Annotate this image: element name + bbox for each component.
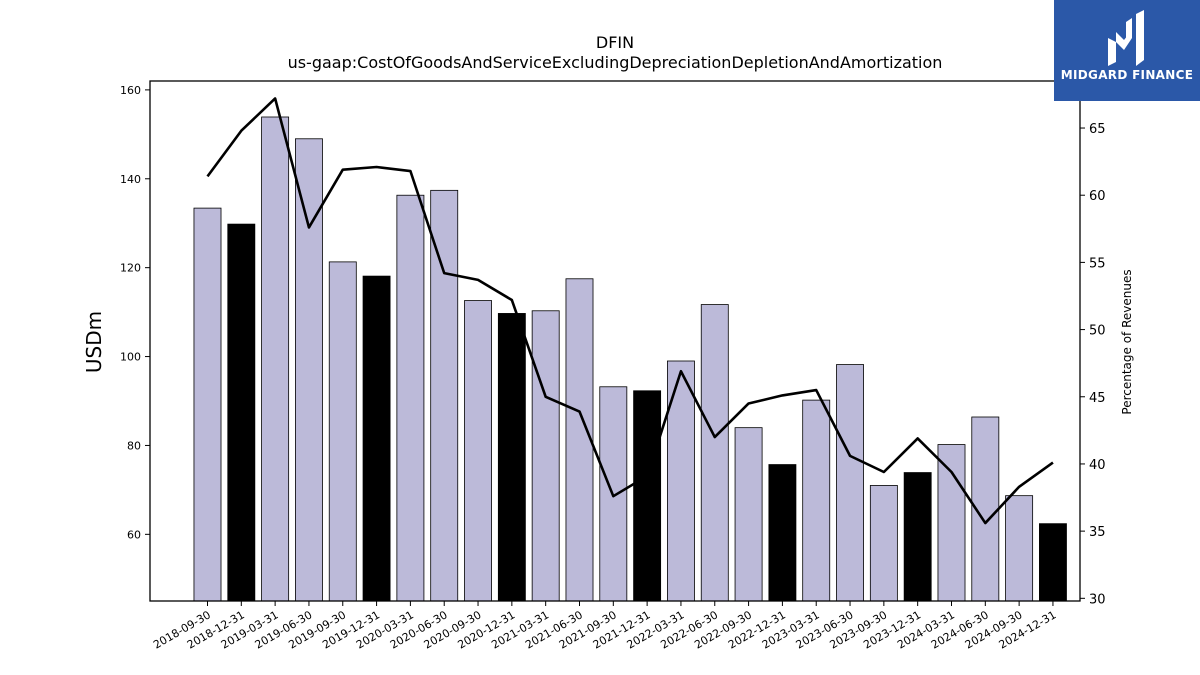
bar-2023-12-31 bbox=[903, 472, 932, 602]
y-tick-label-right: 45 bbox=[1089, 391, 1106, 406]
bar-2024-09-30 bbox=[1005, 495, 1034, 602]
y-tick-label-left: 120 bbox=[120, 262, 141, 275]
chart-subtitle: us-gaap:CostOfGoodsAndServiceExcludingDe… bbox=[288, 53, 943, 72]
percentage-line bbox=[206, 97, 1054, 525]
bar-2019-09-30 bbox=[328, 261, 357, 602]
bar-2022-12-31 bbox=[768, 464, 797, 602]
bar-2020-09-30 bbox=[464, 300, 492, 602]
y-tick-label-right: 40 bbox=[1089, 458, 1106, 473]
bar-2020-06-30 bbox=[430, 189, 459, 602]
bar-2023-03-31 bbox=[802, 399, 831, 602]
bar-2019-03-31 bbox=[261, 116, 290, 602]
y-axis-label-right: Percentage of Revenues bbox=[1120, 269, 1134, 414]
y-tick-label-left: 140 bbox=[120, 173, 141, 186]
y-tick-label-left: 80 bbox=[127, 439, 141, 452]
midgard-logo-icon bbox=[1108, 10, 1144, 66]
bar-2020-12-31 bbox=[497, 313, 526, 602]
y-axis-label-left: USDm bbox=[82, 311, 106, 373]
bar-2022-09-30 bbox=[734, 427, 763, 602]
bar-2018-09-30 bbox=[193, 207, 222, 602]
y-tick-label-left: 160 bbox=[120, 84, 141, 97]
bar-2019-06-30 bbox=[295, 138, 323, 602]
bar-2024-03-31 bbox=[937, 444, 966, 602]
line-group bbox=[206, 97, 1054, 525]
bar-2021-03-31 bbox=[531, 310, 560, 602]
bar-group bbox=[193, 116, 1067, 602]
brand-logo: MIDGARD FINANCE bbox=[1054, 0, 1200, 101]
bar-2023-09-30 bbox=[869, 485, 898, 602]
bar-2019-12-31 bbox=[362, 275, 391, 602]
chart-title: DFIN bbox=[596, 33, 634, 52]
y-tick-label-left: 100 bbox=[120, 351, 141, 364]
bar-2024-12-31 bbox=[1039, 523, 1067, 602]
bar-2023-06-30 bbox=[836, 364, 864, 602]
bar-2022-06-30 bbox=[700, 304, 729, 602]
bar-2021-06-30 bbox=[565, 278, 594, 602]
y-tick-label-right: 55 bbox=[1089, 256, 1106, 271]
y-tick-label-right: 35 bbox=[1089, 525, 1106, 540]
y-tick-label-right: 50 bbox=[1089, 324, 1106, 339]
y-tick-label-right: 60 bbox=[1089, 189, 1106, 204]
y-tick-label-right: 65 bbox=[1089, 122, 1106, 137]
y-tick-label-left: 60 bbox=[127, 528, 141, 541]
plot-frame bbox=[149, 80, 1081, 602]
bar-2020-03-31 bbox=[396, 194, 425, 602]
bar-2018-12-31 bbox=[227, 223, 256, 602]
logo-text: MIDGARD FINANCE bbox=[1060, 68, 1194, 82]
y-tick-label-right: 30 bbox=[1089, 592, 1106, 607]
bar-2021-12-31 bbox=[633, 390, 662, 602]
